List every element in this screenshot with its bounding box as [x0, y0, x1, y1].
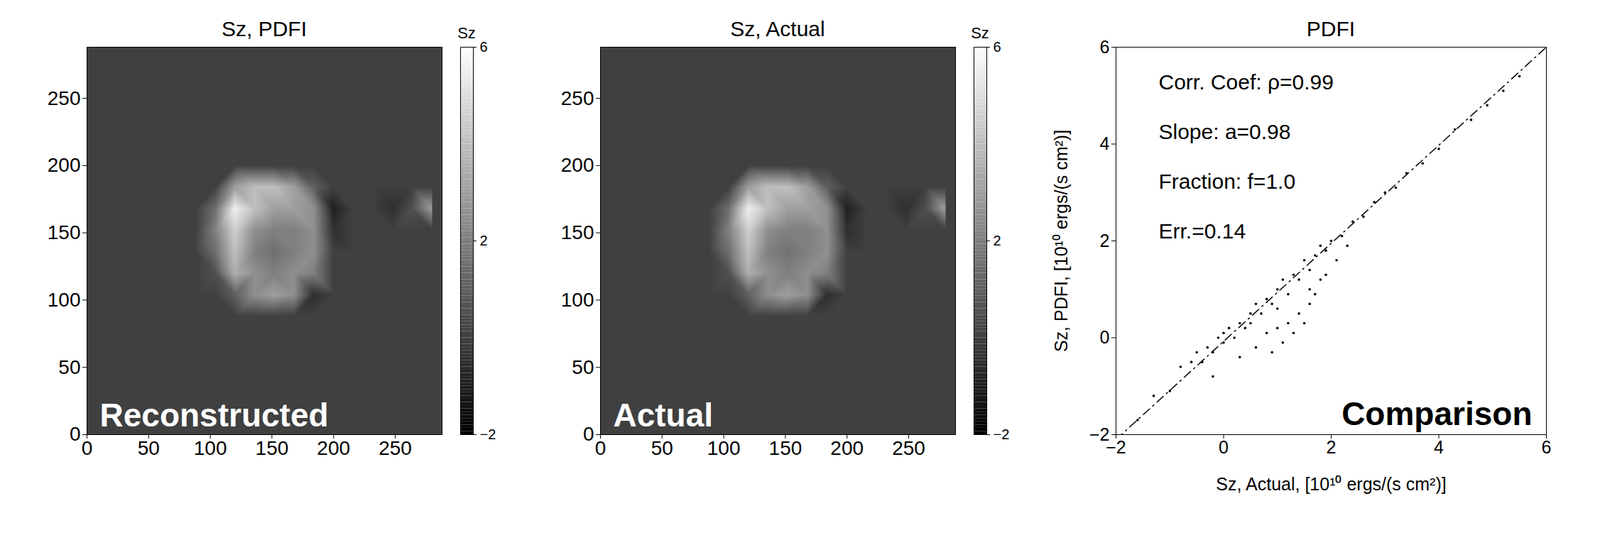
svg-text:2: 2: [993, 232, 1002, 249]
svg-text:4: 4: [1433, 437, 1444, 458]
svg-text:0: 0: [69, 423, 81, 446]
svg-text:Corr. Coef: ρ=0.99: Corr. Coef: ρ=0.99: [1158, 70, 1334, 94]
svg-text:150: 150: [561, 221, 595, 244]
svg-text:100: 100: [47, 289, 81, 312]
html-text:Sz: Sz: [457, 24, 476, 42]
svg-text:−2: −2: [480, 426, 497, 443]
svg-text:0: 0: [583, 423, 595, 446]
svg-text:50: 50: [58, 356, 81, 379]
svg-text:Actual: Actual: [613, 396, 714, 434]
svg-text:200: 200: [561, 154, 595, 177]
html-text:Sz: Sz: [970, 24, 990, 42]
html-text:Sz, PDFI: Sz, PDFI: [221, 17, 307, 41]
svg-text:150: 150: [255, 437, 290, 460]
svg-text:2: 2: [1326, 437, 1337, 458]
svg-text:200: 200: [47, 154, 81, 177]
svg-text:−2: −2: [993, 426, 1010, 443]
svg-text:−2: −2: [1089, 424, 1110, 445]
svg-text:250: 250: [561, 87, 595, 110]
svg-text:Fraction: f=1.0: Fraction: f=1.0: [1158, 169, 1297, 194]
svg-text:Err.=0.14: Err.=0.14: [1158, 219, 1247, 243]
svg-text:6: 6: [1100, 36, 1110, 57]
svg-text:250: 250: [891, 437, 926, 460]
svg-text:Reconstructed: Reconstructed: [100, 396, 329, 434]
svg-text:6: 6: [993, 39, 1002, 55]
svg-text:150: 150: [769, 437, 803, 460]
svg-text:2: 2: [1100, 230, 1110, 251]
svg-text:50: 50: [651, 437, 674, 460]
svg-text:Comparison: Comparison: [1341, 395, 1532, 433]
svg-text:6: 6: [1541, 437, 1552, 458]
svg-text:50: 50: [571, 356, 594, 379]
svg-text:2: 2: [480, 232, 488, 249]
svg-text:0: 0: [1100, 327, 1110, 348]
svg-text:6: 6: [480, 39, 488, 55]
svg-text:200: 200: [830, 437, 864, 460]
svg-text:0: 0: [595, 437, 607, 460]
svg-text:4: 4: [1100, 133, 1110, 154]
svg-text:0: 0: [1218, 437, 1229, 458]
svg-text:200: 200: [316, 437, 351, 460]
svg-text:250: 250: [47, 87, 81, 110]
svg-text:Sz, Actual, [10¹⁰ ergs/(s cm²): Sz, Actual, [10¹⁰ ergs/(s cm²)]: [1215, 474, 1446, 495]
html-text:Sz, Actual: Sz, Actual: [730, 17, 825, 41]
svg-text:50: 50: [137, 437, 160, 460]
svg-text:100: 100: [561, 289, 595, 312]
svg-text:−2: −2: [1105, 437, 1127, 458]
svg-text:100: 100: [193, 437, 228, 460]
svg-text:Sz, PDFI, [10¹⁰ ergs/(s cm²)]: Sz, PDFI, [10¹⁰ ergs/(s cm²)]: [1051, 129, 1071, 353]
svg-text:250: 250: [378, 437, 412, 460]
svg-text:150: 150: [47, 221, 81, 244]
html-text:PDFI: PDFI: [1306, 17, 1356, 41]
svg-text:Slope: a=0.98: Slope: a=0.98: [1158, 120, 1292, 144]
svg-text:0: 0: [81, 437, 94, 460]
svg-text:100: 100: [707, 437, 741, 460]
